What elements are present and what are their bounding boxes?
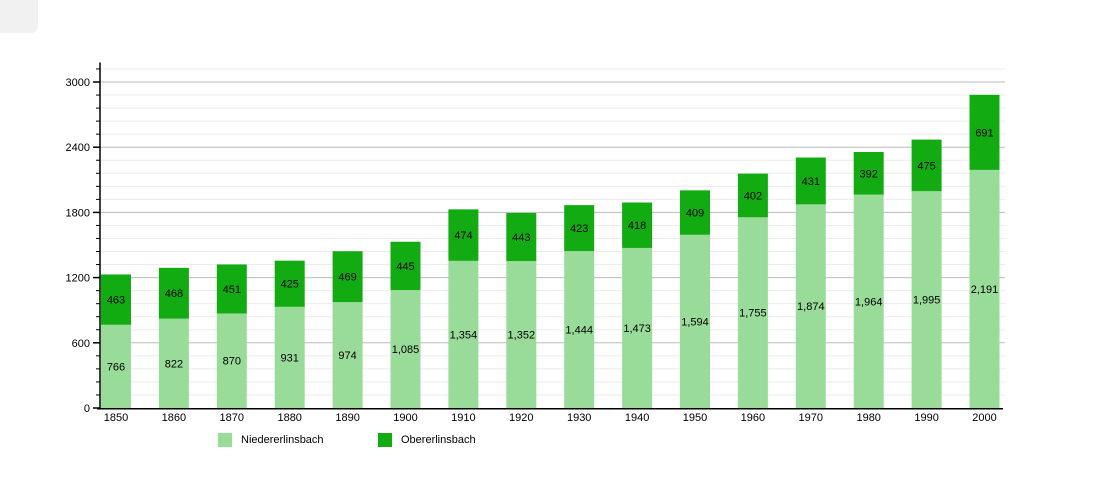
legend-item-niedererlinsbach: Niedererlinsbach: [218, 432, 324, 447]
bar-value-obererlinsbach: 463: [107, 295, 125, 307]
bar-segment-obererlinsbach: [506, 212, 537, 262]
bar-value-niedererlinsbach: 2,191: [971, 284, 999, 296]
bar-value-niedererlinsbach: 1,473: [623, 323, 651, 335]
y-axis-tick-label: 3000: [66, 77, 90, 89]
x-axis-tick-label: 1900: [393, 412, 417, 424]
bar-segment-niedererlinsbach: [969, 169, 1000, 408]
bar-value-obererlinsbach: 443: [512, 232, 530, 244]
bar-segment-obererlinsbach: [158, 267, 189, 319]
bar-value-niedererlinsbach: 1,964: [855, 296, 883, 308]
bar-segment-obererlinsbach: [448, 209, 479, 261]
x-axis-tick-label: 2000: [972, 412, 996, 424]
bar-segment-niedererlinsbach: [506, 261, 537, 408]
bar-segment-obererlinsbach: [564, 205, 595, 252]
x-axis-tick-label: 1890: [335, 412, 359, 424]
bar-segment-obererlinsbach: [622, 202, 653, 248]
legend-label-obererlinsbach: Obererlinsbach: [401, 433, 476, 446]
x-axis-tick-label: 1970: [799, 412, 823, 424]
x-axis-tick-label: 1940: [625, 412, 649, 424]
bar-value-obererlinsbach: 468: [165, 288, 183, 300]
y-axis-tick-label: 600: [72, 338, 90, 350]
x-axis-tick-label: 1930: [567, 412, 591, 424]
x-axis-tick-label: 1950: [683, 412, 707, 424]
legend-swatch-obererlinsbach: [378, 432, 392, 447]
bar-segment-obererlinsbach: [332, 251, 363, 303]
bar-value-obererlinsbach: 691: [975, 127, 993, 139]
bar-segment-obererlinsbach: [795, 157, 826, 205]
bar-segment-niedererlinsbach: [737, 217, 768, 408]
y-axis-tick-label: 0: [84, 403, 90, 415]
bar-value-obererlinsbach: 469: [338, 272, 356, 284]
bar-segment-niedererlinsbach: [564, 251, 595, 408]
bar-segment-niedererlinsbach: [332, 302, 363, 408]
bar-value-niedererlinsbach: 1,594: [681, 316, 709, 328]
y-axis-tick-label: 1800: [66, 207, 90, 219]
bar-value-obererlinsbach: 425: [281, 279, 299, 291]
bar-value-niedererlinsbach: 870: [223, 356, 241, 368]
bar-segment-obererlinsbach: [216, 264, 247, 314]
bar-segment-niedererlinsbach: [680, 234, 710, 408]
bar-segment-niedererlinsbach: [448, 260, 479, 408]
bar-segment-niedererlinsbach: [158, 318, 189, 408]
bar-value-niedererlinsbach: 1,995: [913, 295, 941, 307]
bar-value-obererlinsbach: 402: [744, 190, 762, 202]
bar-segment-niedererlinsbach: [101, 324, 131, 408]
x-axis-tick-label: 1980: [856, 412, 880, 424]
bar-segment-obererlinsbach: [680, 190, 710, 235]
bar-value-niedererlinsbach: 766: [107, 361, 125, 373]
bar-value-niedererlinsbach: 1,444: [565, 325, 593, 337]
x-axis-tick-label: 1910: [451, 412, 475, 424]
bar-segment-obererlinsbach: [737, 173, 768, 218]
bar-segment-niedererlinsbach: [622, 247, 653, 408]
bar-value-obererlinsbach: 474: [454, 230, 472, 242]
x-axis-tick-label: 1960: [741, 412, 765, 424]
bar-value-obererlinsbach: 451: [223, 284, 241, 296]
y-axis-tick-label: 1200: [66, 273, 90, 285]
corner-artifact: [0, 0, 38, 33]
legend-item-obererlinsbach: Obererlinsbach: [378, 432, 476, 447]
legend-label-niedererlinsbach: Niedererlinsbach: [241, 433, 324, 446]
bar-segment-niedererlinsbach: [911, 191, 942, 408]
bar-segment-niedererlinsbach: [216, 313, 247, 408]
bar-value-niedererlinsbach: 1,874: [797, 301, 825, 313]
bar-value-obererlinsbach: 409: [686, 208, 704, 220]
bar-value-obererlinsbach: 431: [802, 176, 820, 188]
bar-value-niedererlinsbach: 1,354: [450, 329, 478, 341]
x-axis-tick-label: 1870: [220, 412, 244, 424]
x-axis-tick-label: 1850: [104, 412, 128, 424]
bar-value-obererlinsbach: 418: [628, 220, 646, 232]
bar-segment-niedererlinsbach: [274, 306, 305, 408]
x-axis-tick-label: 1860: [162, 412, 186, 424]
bar-value-obererlinsbach: 392: [860, 168, 878, 180]
bar-segment-niedererlinsbach: [795, 204, 826, 408]
bar-value-niedererlinsbach: 1,085: [392, 344, 420, 356]
x-axis-tick-label: 1880: [277, 412, 301, 424]
bar-value-niedererlinsbach: 822: [165, 358, 183, 370]
bar-value-niedererlinsbach: 974: [338, 350, 356, 362]
bar-value-niedererlinsbach: 931: [281, 352, 299, 364]
bar-value-niedererlinsbach: 1,755: [739, 308, 767, 320]
x-axis-tick-label: 1920: [509, 412, 533, 424]
bar-segment-obererlinsbach: [101, 274, 131, 325]
bar-segment-obererlinsbach: [911, 139, 942, 192]
bar-segment-obererlinsbach: [853, 151, 884, 195]
bar-value-obererlinsbach: 423: [570, 223, 588, 235]
bar-value-niedererlinsbach: 1,352: [508, 330, 536, 342]
bar-value-obererlinsbach: 445: [396, 261, 414, 273]
bar-segment-obererlinsbach: [969, 94, 1000, 170]
y-axis-tick-label: 2400: [66, 142, 90, 154]
x-axis-tick-label: 1990: [914, 412, 938, 424]
bar-segment-niedererlinsbach: [390, 290, 421, 408]
legend-swatch-niedererlinsbach: [218, 432, 232, 447]
bar-value-obererlinsbach: 475: [917, 160, 935, 172]
bar-segment-niedererlinsbach: [853, 194, 884, 408]
bar-segment-obererlinsbach: [274, 260, 305, 307]
bar-segment-obererlinsbach: [390, 241, 421, 291]
